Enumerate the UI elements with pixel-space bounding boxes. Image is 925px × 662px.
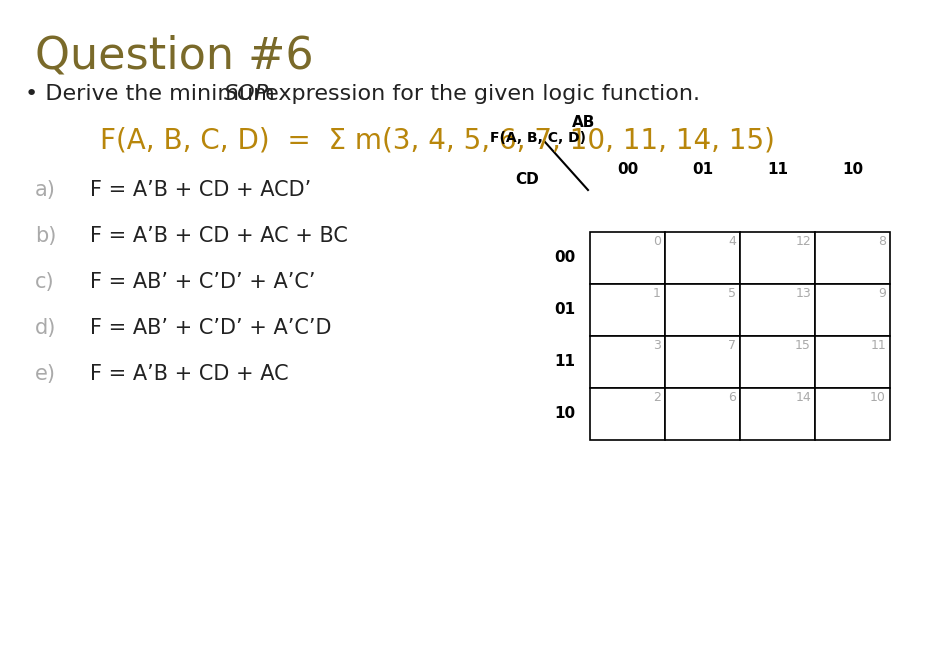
- Bar: [665, 388, 740, 440]
- Text: 00: 00: [617, 162, 638, 177]
- Text: d): d): [35, 318, 56, 338]
- Text: 2: 2: [653, 391, 661, 404]
- Text: 13: 13: [796, 287, 811, 300]
- Text: 4: 4: [728, 235, 736, 248]
- Text: 3: 3: [653, 339, 661, 352]
- Bar: [815, 388, 890, 440]
- Bar: [590, 284, 665, 336]
- Bar: [815, 232, 890, 284]
- Text: e): e): [35, 364, 56, 384]
- Text: 14: 14: [796, 391, 811, 404]
- Text: 11: 11: [554, 354, 575, 369]
- Text: 01: 01: [692, 162, 713, 177]
- Text: 11: 11: [870, 339, 886, 352]
- Text: 9: 9: [878, 287, 886, 300]
- Text: SOP: SOP: [224, 84, 269, 104]
- Bar: [740, 284, 815, 336]
- Bar: [815, 284, 890, 336]
- Text: F(A, B, C, D): F(A, B, C, D): [490, 131, 586, 145]
- Text: 7: 7: [728, 339, 736, 352]
- Bar: [590, 336, 665, 388]
- Text: AB: AB: [572, 115, 596, 130]
- Text: 0: 0: [653, 235, 661, 248]
- Bar: [665, 336, 740, 388]
- Text: 15: 15: [796, 339, 811, 352]
- Text: • Derive the minimum: • Derive the minimum: [25, 84, 282, 104]
- Bar: [740, 232, 815, 284]
- Text: b): b): [35, 226, 56, 246]
- Text: 01: 01: [554, 303, 575, 318]
- Text: 6: 6: [728, 391, 736, 404]
- Text: 10: 10: [842, 162, 863, 177]
- Text: 1: 1: [653, 287, 661, 300]
- Bar: [815, 336, 890, 388]
- Text: expression for the given logic function.: expression for the given logic function.: [258, 84, 700, 104]
- Bar: [665, 232, 740, 284]
- Text: c): c): [35, 272, 55, 292]
- Text: F = AB’ + C’D’ + A’C’D: F = AB’ + C’D’ + A’C’D: [90, 318, 331, 338]
- Bar: [740, 336, 815, 388]
- Bar: [590, 388, 665, 440]
- Text: F(A, B, C, D)  =  Σ m(3, 4, 5, 6, 7, 10, 11, 14, 15): F(A, B, C, D) = Σ m(3, 4, 5, 6, 7, 10, 1…: [100, 127, 775, 155]
- Text: F = AB’ + C’D’ + A’C’: F = AB’ + C’D’ + A’C’: [90, 272, 315, 292]
- Text: 5: 5: [728, 287, 736, 300]
- Bar: [590, 232, 665, 284]
- Text: 10: 10: [870, 391, 886, 404]
- Text: F = A’B + CD + ACD’: F = A’B + CD + ACD’: [90, 180, 311, 200]
- Text: F = A’B + CD + AC: F = A’B + CD + AC: [90, 364, 289, 384]
- Text: F = A’B + CD + AC + BC: F = A’B + CD + AC + BC: [90, 226, 348, 246]
- Bar: [665, 284, 740, 336]
- Text: 8: 8: [878, 235, 886, 248]
- Text: 10: 10: [554, 406, 575, 422]
- Text: 12: 12: [796, 235, 811, 248]
- Text: 11: 11: [767, 162, 788, 177]
- Bar: [740, 388, 815, 440]
- Text: a): a): [35, 180, 56, 200]
- Text: CD: CD: [515, 172, 538, 187]
- Text: 00: 00: [554, 250, 575, 265]
- Text: Question #6: Question #6: [35, 34, 314, 77]
